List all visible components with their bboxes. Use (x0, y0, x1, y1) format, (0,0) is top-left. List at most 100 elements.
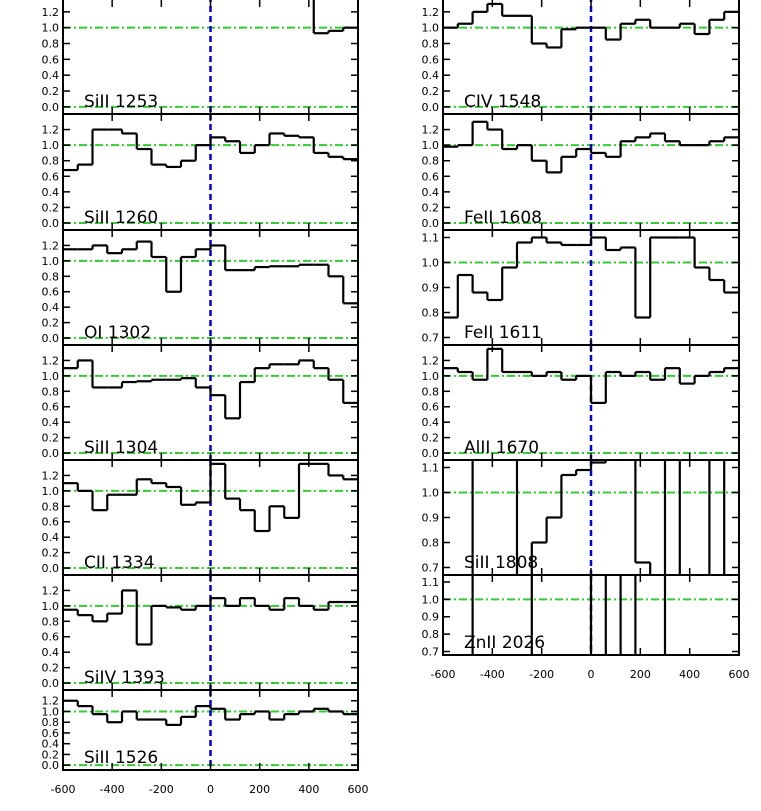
y-tick-label: 0.0 (422, 217, 440, 230)
y-tick-label: 0.8 (42, 615, 60, 628)
y-tick-label: 1.0 (422, 593, 440, 606)
y-tick-label: 0.0 (42, 217, 60, 230)
line-label: AlII 1670 (464, 438, 539, 458)
y-tick-label: 0.4 (42, 186, 60, 199)
profile (63, 0, 358, 114)
y-tick-label: 0.8 (422, 628, 440, 641)
y-tick-label: 0.8 (422, 38, 440, 51)
y-tick-label: 0.2 (42, 748, 60, 761)
profile (443, 230, 739, 345)
line-label: SiII 1304 (84, 438, 158, 458)
y-tick-label: 0.7 (422, 332, 440, 345)
panel: 0.0 0.2 0.4 0.6 0.8 1.0 1.2 SiII 1253 (42, 0, 359, 115)
y-tick-label: 1.0 (42, 255, 60, 268)
profile (443, 114, 739, 230)
x-tick-label: 400 (298, 783, 319, 796)
y-tick-label: 0.0 (42, 759, 60, 772)
line-label: SiIV 1393 (84, 668, 165, 688)
y-tick-label: 0.6 (42, 401, 60, 414)
y-tick-label: 0.9 (422, 282, 440, 295)
y-tick-label: 0.0 (42, 562, 60, 575)
panel: 0.0 0.2 0.4 0.6 0.8 1.0 1.2 SiII 1304 (42, 344, 359, 461)
panel: 0.0 0.2 0.4 0.6 0.8 1.0 1.2 CIV 1548 (422, 0, 740, 115)
y-tick-label: 0.2 (42, 317, 60, 330)
y-tick-label: 0.8 (42, 38, 60, 51)
line-label: SiII 1260 (84, 208, 158, 228)
panel: 0.7 0.8 0.9 1.0 1.1 FeII 1611 (422, 229, 740, 346)
y-tick-label: 0.0 (422, 447, 440, 460)
x-tick-label: 0 (207, 783, 214, 796)
panel: 0.0 0.2 0.4 0.6 0.8 1.0 1.2 CII 1334 (42, 459, 359, 576)
y-tick-label: 0.6 (422, 401, 440, 414)
y-tick-label: 0.8 (422, 385, 440, 398)
y-tick-label: 0.4 (422, 186, 440, 199)
y-tick-label: 1.0 (422, 139, 440, 152)
y-tick-label: 0.2 (42, 85, 60, 98)
y-tick-label: 0.6 (42, 286, 60, 299)
y-tick-label: 0.2 (42, 547, 60, 560)
panel: 0.0 0.2 0.4 0.6 0.8 1.0 1.2 SiIV 1393 (42, 574, 359, 691)
x-tick-label: 600 (729, 668, 750, 681)
y-tick-label: 0.8 (42, 500, 60, 513)
x-tick-label: -400 (480, 668, 505, 681)
x-tick-label: 400 (679, 668, 700, 681)
x-tick-label: 200 (630, 668, 651, 681)
panel: 0.0 0.2 0.4 0.6 0.8 1.0 1.2 SiII 1260 (42, 113, 359, 231)
y-tick-label: 1.1 (422, 232, 440, 245)
y-tick-label: 0.4 (42, 416, 60, 429)
line-label: OI 1302 (84, 323, 151, 343)
y-tick-label: 0.0 (42, 677, 60, 690)
y-tick-label: 0.4 (42, 69, 60, 82)
y-tick-label: 0.0 (42, 332, 60, 345)
y-tick-label: 0.0 (42, 101, 60, 114)
profile (63, 114, 358, 230)
line-label: CII 1334 (84, 553, 155, 573)
y-tick-label: 0.8 (422, 155, 440, 168)
y-tick-label: 1.2 (42, 6, 60, 19)
y-tick-label: 0.6 (42, 170, 60, 183)
line-label: SiII 1253 (84, 92, 158, 112)
y-tick-label: 0.8 (422, 537, 440, 550)
y-tick-label: 1.2 (42, 469, 60, 482)
y-tick-label: 0.0 (42, 447, 60, 460)
profile (443, 460, 739, 575)
y-tick-label: 0.6 (42, 53, 60, 66)
y-tick-label: 0.6 (422, 53, 440, 66)
y-tick-label: 0.6 (42, 631, 60, 644)
y-tick-label: 0.6 (42, 516, 60, 529)
y-tick-label: 1.0 (42, 370, 60, 383)
y-tick-label: 0.4 (42, 301, 60, 314)
y-tick-label: 1.2 (42, 239, 60, 252)
y-tick-label: 0.2 (42, 201, 60, 214)
y-tick-label: 1.2 (42, 695, 60, 708)
y-tick-label: 1.0 (422, 370, 440, 383)
panel: 0.7 0.8 0.9 1.0 1.1 SiII 1808 (422, 459, 740, 576)
y-tick-label: 1.1 (422, 576, 440, 589)
y-tick-label: 0.9 (422, 512, 440, 525)
y-tick-label: 0.9 (422, 611, 440, 624)
x-tick-label: -600 (51, 783, 76, 796)
y-tick-label: 0.8 (42, 385, 60, 398)
line-label: SiII 1526 (84, 748, 158, 768)
panel: 0.0 0.2 0.4 0.6 0.8 1.0 1.2 FeII 1608 (422, 113, 740, 231)
y-tick-label: 1.2 (422, 6, 440, 19)
y-tick-label: 0.8 (42, 155, 60, 168)
x-tick-label: -400 (100, 783, 125, 796)
y-tick-label: 1.0 (422, 487, 440, 500)
y-tick-label: 0.8 (42, 270, 60, 283)
y-tick-label: 1.0 (42, 22, 60, 35)
x-tick-label: -600 (431, 668, 456, 681)
panel: 0.0 0.2 0.4 0.6 0.8 1.0 1.2 OI 1302 (42, 229, 359, 346)
y-tick-label: 0.4 (42, 738, 60, 751)
y-tick-label: 0.2 (42, 662, 60, 675)
x-tick-label: -200 (529, 668, 554, 681)
y-tick-label: 0.6 (42, 727, 60, 740)
x-tick-label: 0 (588, 668, 595, 681)
line-label: FeII 1611 (464, 323, 542, 343)
y-tick-label: 1.2 (42, 584, 60, 597)
x-tick-label: 200 (249, 783, 270, 796)
y-tick-label: 1.0 (42, 139, 60, 152)
y-tick-label: 0.7 (422, 646, 440, 659)
y-tick-label: 0.8 (422, 307, 440, 320)
